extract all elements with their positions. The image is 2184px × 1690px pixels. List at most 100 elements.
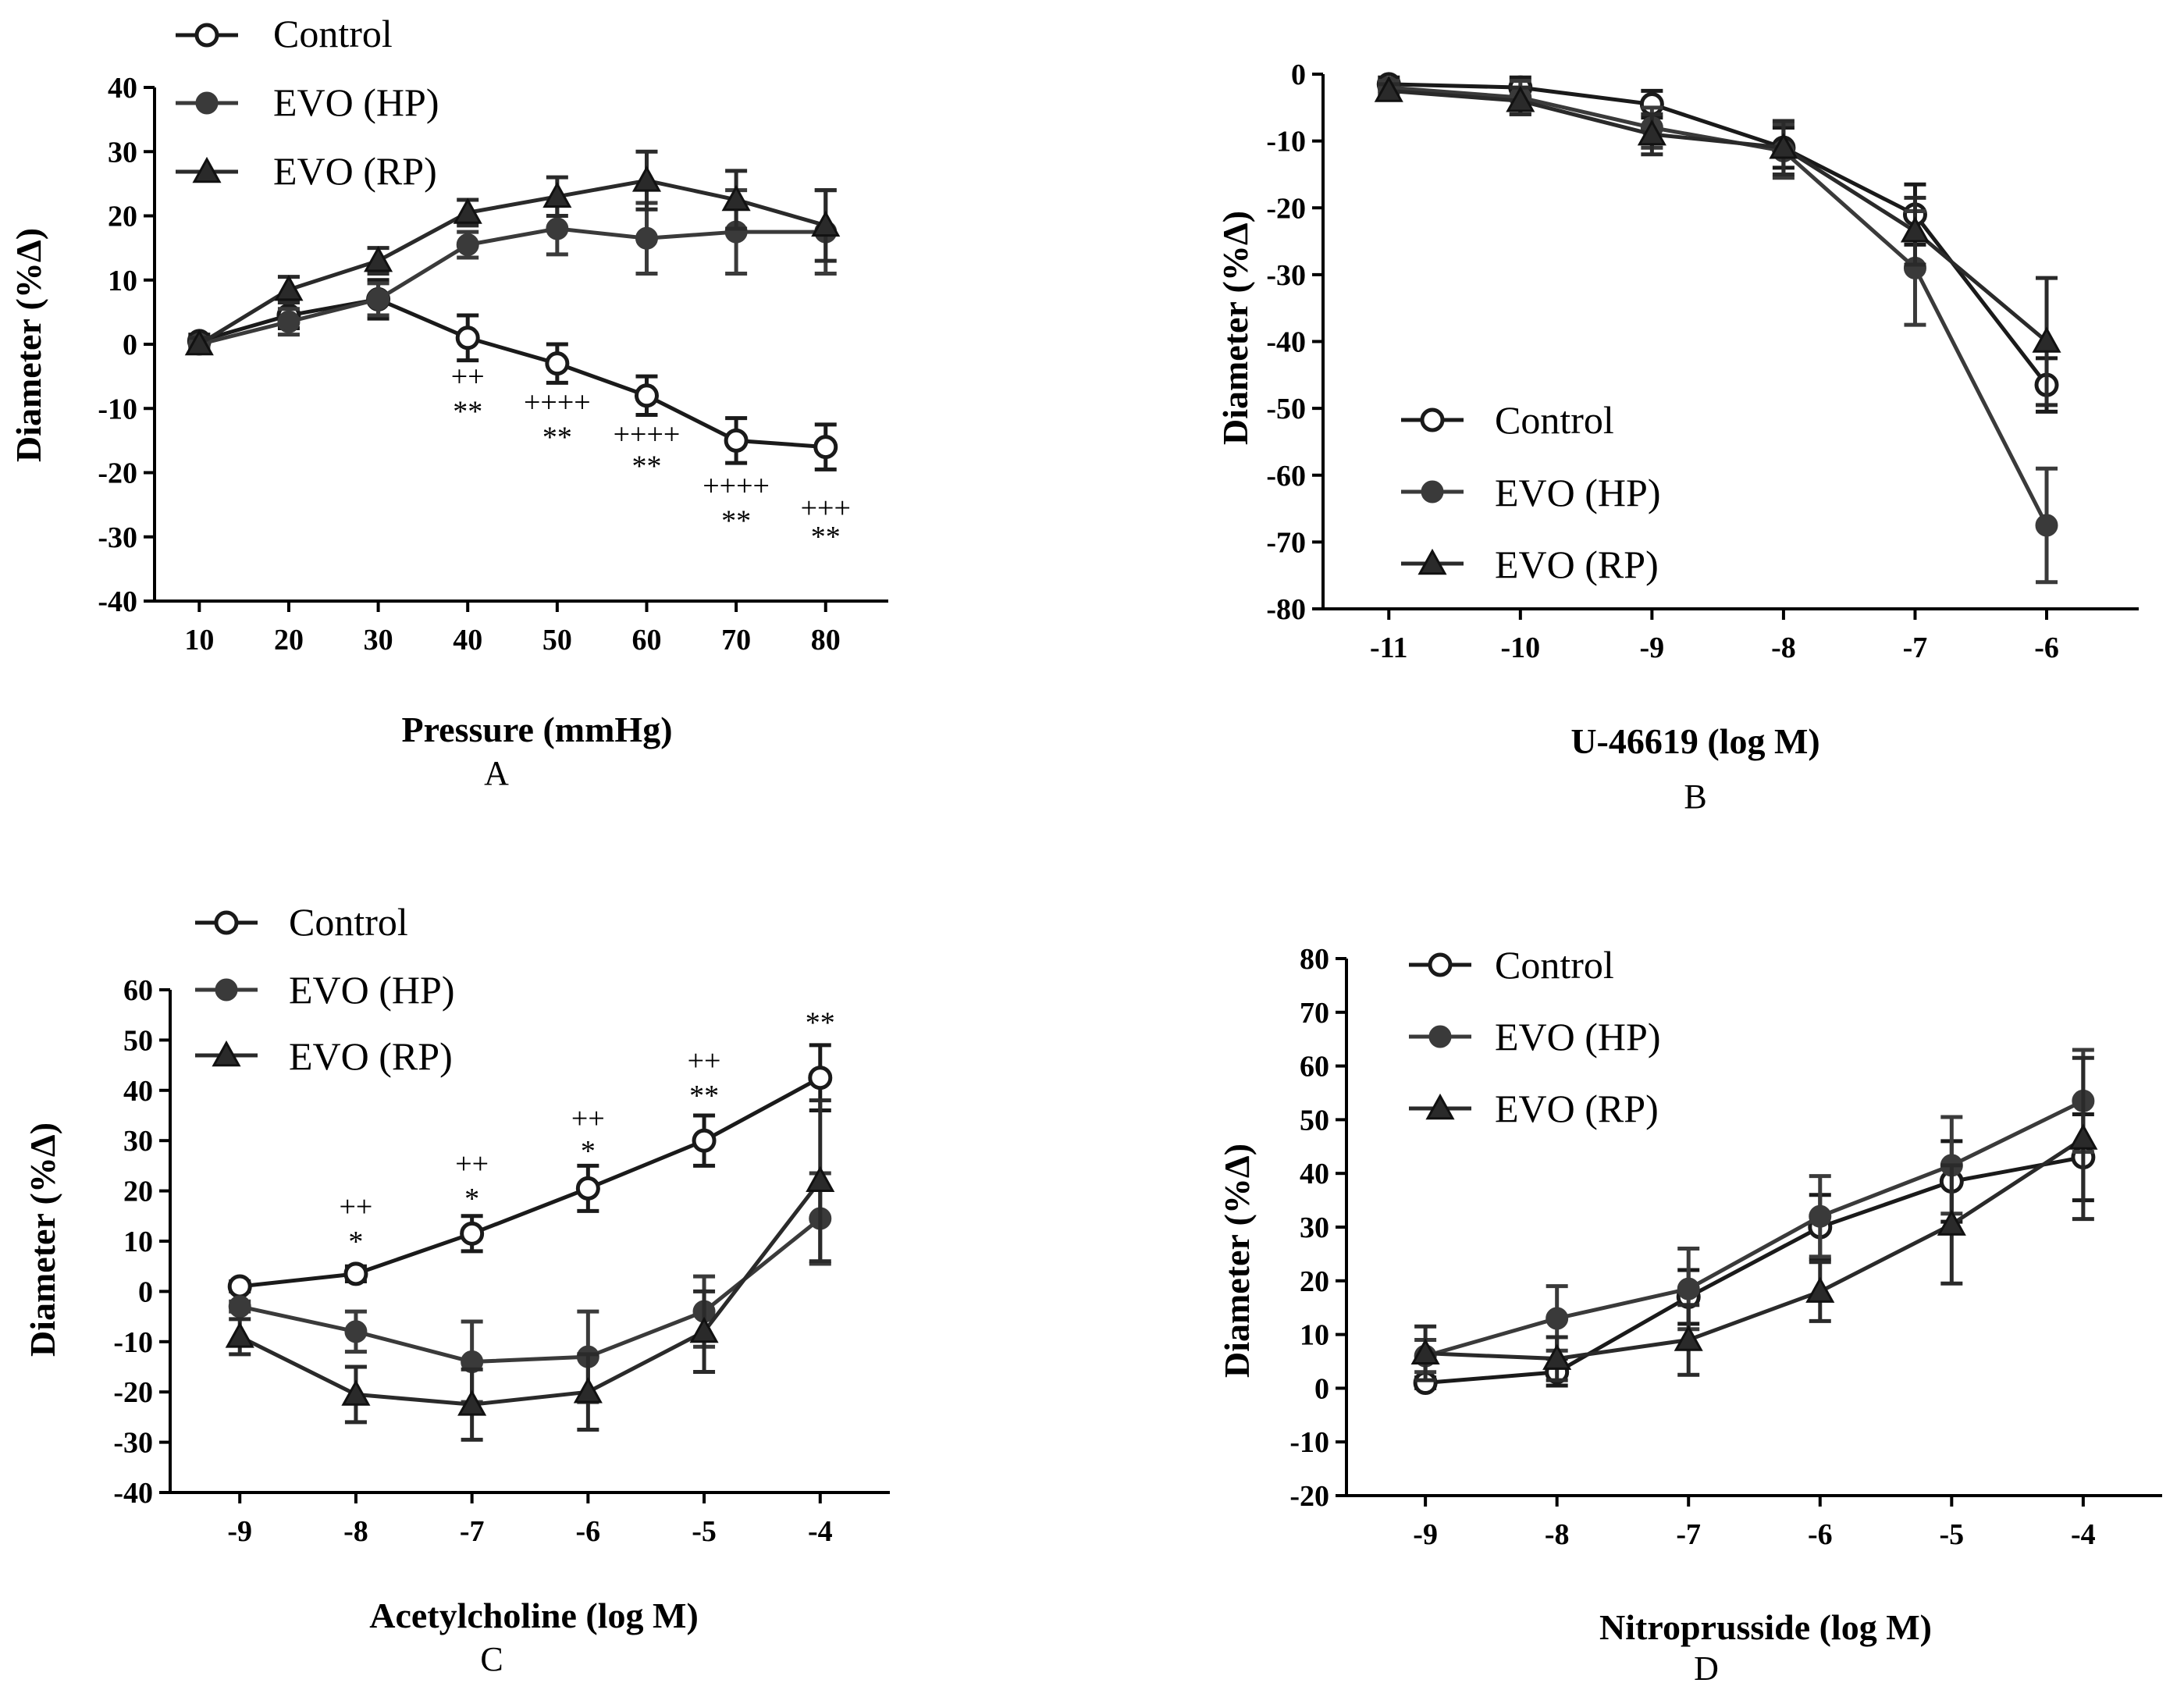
significance-annotation: ++++ [614, 418, 681, 450]
y-tick-label: 10 [123, 1226, 153, 1258]
series-line [239, 1076, 821, 1289]
y-tick-label: 40 [123, 1075, 153, 1108]
x-axis-title: U-46619 (log M) [1570, 721, 1819, 761]
x-tick-label: 20 [274, 624, 304, 656]
y-tick-label: 10 [108, 265, 137, 297]
data-point [1937, 1209, 1966, 1236]
y-axis-title: Diameter (%Δ) [1215, 211, 1255, 445]
x-tick-label: 50 [542, 624, 572, 656]
series-line [198, 297, 826, 450]
legend-swatch-marker [195, 91, 219, 115]
series-filled-triangle [1374, 76, 2061, 407]
x-tick-label: -7 [1903, 632, 1928, 664]
legend-label-control: Control [273, 12, 393, 55]
panel-c: Control EVO (HP) EVO (RP) Acetylcholine … [23, 900, 890, 1678]
data-point [367, 287, 390, 311]
data-point [631, 165, 662, 192]
y-tick-label: 0 [138, 1276, 153, 1308]
data-point [575, 1176, 600, 1201]
x-tick-label: -6 [2034, 632, 2059, 664]
panel-d: Control EVO (HP) EVO (RP) Nitroprusside … [1217, 943, 2162, 1688]
legend-label-evo-hp: EVO (HP) [289, 968, 454, 1012]
y-tick-label: 20 [1300, 1265, 1329, 1298]
data-point [456, 233, 479, 257]
data-point [1410, 1338, 1440, 1364]
data-point [453, 197, 482, 224]
y-tick-label: 80 [1300, 943, 1329, 976]
data-point [344, 1320, 368, 1343]
significance-annotation: ++ [571, 1102, 605, 1135]
x-tick-label: -9 [1413, 1518, 1438, 1551]
x-tick-label: -9 [227, 1515, 252, 1548]
y-tick-label: 70 [1300, 997, 1329, 1030]
y-tick-label: -70 [1266, 526, 1306, 559]
y-tick-label: 0 [123, 329, 137, 361]
data-point [2035, 514, 2058, 537]
legend-label-evo-hp: EVO (HP) [1495, 471, 1660, 514]
data-point [455, 326, 480, 350]
significance-annotation: ** [721, 505, 751, 538]
y-tick-label: -20 [98, 457, 137, 490]
series-filled-triangle [1410, 1055, 2098, 1382]
data-point [1506, 86, 1535, 112]
y-tick-label: -60 [1266, 460, 1306, 493]
legend-label-evo-rp: EVO (RP) [1495, 1087, 1659, 1130]
y-tick-label: -40 [113, 1477, 153, 1510]
significance-annotation: ++ [455, 1147, 489, 1180]
data-point [460, 1221, 485, 1246]
data-point [2068, 1123, 2098, 1150]
y-tick-label: -20 [1266, 192, 1306, 225]
data-point [813, 435, 838, 460]
data-point [692, 1128, 717, 1153]
data-point [1677, 1277, 1700, 1300]
series-line [239, 1217, 822, 1364]
significance-annotation: ** [542, 422, 572, 454]
data-point [545, 351, 570, 376]
x-tick-label: -7 [1676, 1518, 1701, 1551]
x-tick-label: -6 [576, 1515, 601, 1548]
y-tick-label: 40 [1300, 1158, 1329, 1190]
data-point [457, 1389, 487, 1416]
y-tick-label: -80 [1266, 593, 1306, 626]
data-point [2032, 326, 2061, 353]
legend-swatch-marker [1417, 548, 1447, 575]
data-point [1374, 76, 1403, 102]
series-line [1389, 88, 2048, 343]
y-tick-label: -20 [113, 1376, 153, 1409]
x-tick-label: 10 [184, 624, 214, 656]
x-tick-label: -6 [1808, 1518, 1833, 1551]
x-axis-title: Nitroprusside (log M) [1599, 1607, 1932, 1647]
significance-annotation: ** [811, 521, 841, 553]
series-line [1389, 85, 2049, 527]
x-axis-title: Acetylcholine (log M) [369, 1596, 699, 1635]
series-line [239, 1179, 822, 1407]
y-tick-label: -40 [1266, 326, 1306, 359]
x-tick-label: -4 [2071, 1518, 2096, 1551]
x-tick-label: 80 [811, 624, 841, 656]
x-tick-label: -8 [1771, 632, 1796, 664]
data-point [573, 1377, 603, 1404]
series-line [198, 178, 827, 347]
y-axis-title: Diameter (%Δ) [9, 228, 48, 462]
x-tick-label: -10 [1500, 632, 1540, 664]
data-point [274, 274, 304, 301]
legend-swatch-marker [1425, 1093, 1455, 1120]
y-tick-label: 30 [108, 136, 137, 169]
data-point [721, 184, 751, 212]
data-point [1542, 1343, 1572, 1370]
x-tick-label: -8 [343, 1515, 368, 1548]
y-tick-label: 60 [123, 974, 153, 1007]
y-tick-label: -20 [1289, 1480, 1329, 1513]
y-tick-label: 0 [1291, 59, 1306, 91]
legend-swatch-marker [1421, 480, 1444, 503]
data-point [546, 217, 569, 240]
series-line [198, 226, 826, 347]
data-point [364, 245, 393, 272]
data-point [1805, 1276, 1835, 1303]
legend-swatch-marker [1420, 407, 1445, 432]
x-tick-label: -11 [1370, 632, 1408, 664]
y-tick-label: -50 [1266, 393, 1306, 425]
data-point [1809, 1204, 1832, 1228]
data-point [1769, 133, 1798, 159]
